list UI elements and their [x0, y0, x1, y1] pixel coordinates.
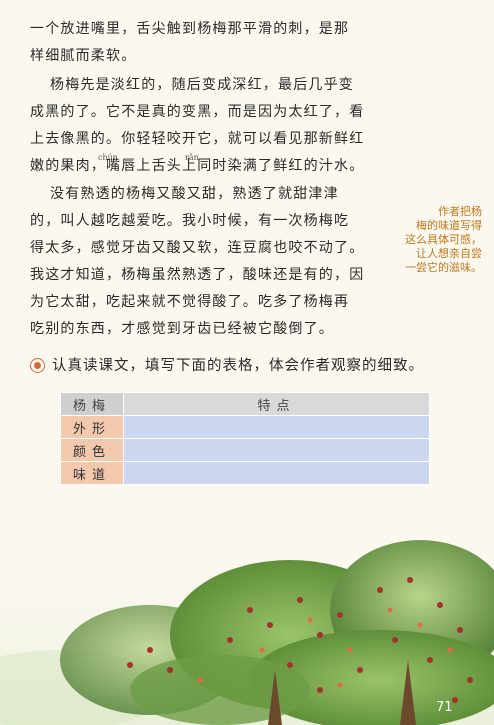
text-line: 上去像黑的。你轻轻咬开它，就可以看见那新鲜红 [30, 131, 365, 147]
cell-color-input[interactable] [123, 438, 430, 462]
row-label-shape: 外形 [60, 415, 124, 439]
pinyin-ran: rǎn [185, 153, 199, 162]
text-line: 成黑的了。它不是真的变黑，而是因为太红了，看 [30, 104, 365, 120]
table-header-row: 杨梅 特点 [60, 392, 430, 416]
text-line: 杨梅先是淡红的，随后变成深红，最后几乎变 [50, 77, 354, 93]
row-label-taste: 味道 [60, 461, 124, 485]
table-row: 颜色 [60, 438, 430, 462]
table-row: 味道 [60, 461, 430, 485]
note-line: 这么具体可感， [405, 233, 482, 246]
row-label-color: 颜色 [60, 438, 124, 462]
text-line: 为它太甜，吃起来就不觉得酸了。吃多了杨梅再 [30, 294, 350, 310]
pinyin-chun: chún [98, 153, 118, 162]
text-line: 没有熟透的杨梅又酸又甜，熟透了就甜津津 [50, 186, 339, 202]
task-bullet-icon [30, 358, 45, 373]
page-number: 71 [436, 700, 453, 715]
header-yangmei: 杨梅 [60, 392, 124, 416]
task-instruction: 认真读课文，填写下面的表格，体会作者观察的细致。 [52, 358, 424, 374]
observation-table: 杨梅 特点 外形 颜色 味道 [60, 392, 430, 485]
text-line: 我这才知道，杨梅虽然熟透了，酸味还是有的，因 [30, 267, 365, 283]
note-line: 作者把杨 [438, 205, 482, 218]
text-line: 吃别的东西，才感觉到牙齿已经被它酸倒了。 [30, 321, 334, 337]
note-line: 梅的味道写得 [416, 219, 482, 232]
text-line: 样细腻而柔软。 [30, 48, 137, 64]
cell-taste-input[interactable] [123, 461, 430, 485]
table-row: 外形 [60, 415, 430, 439]
text-line: 一个放进嘴里，舌尖触到杨梅那平滑的刺，是那 [30, 21, 350, 37]
note-line: 一尝它的滋味。 [405, 261, 482, 274]
text-line: 嫩的果肉，嘴唇上舌头上同时染满了鲜红的汁水。 [30, 158, 365, 174]
bayberry-tree-illustration [0, 540, 494, 725]
note-line: 让人想亲自尝 [416, 247, 482, 260]
header-features: 特点 [123, 392, 430, 416]
text-line: 得太多，感觉牙齿又酸又软，连豆腐也咬不动了。 [30, 240, 365, 256]
text-line: 的，叫人越吃越爱吃。我小时候，有一次杨梅吃 [30, 213, 350, 229]
cell-shape-input[interactable] [123, 415, 430, 439]
margin-note: 作者把杨 梅的味道写得 这么具体可感， 让人想亲自尝 一尝它的滋味。 [370, 205, 482, 275]
